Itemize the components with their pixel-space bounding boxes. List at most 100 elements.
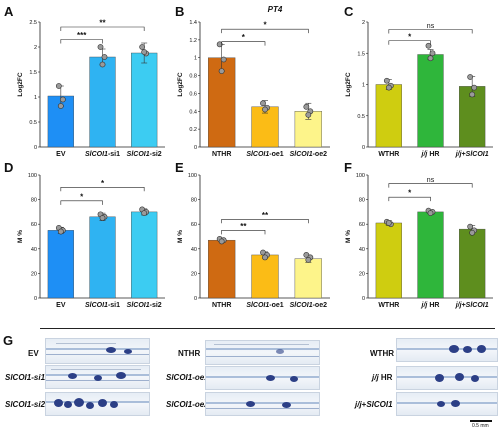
category-label-f-2: j/j+SlCOI1 (455, 302, 489, 309)
significance-bracket-a-0 (60, 39, 103, 44)
category-label-c-1: j/j HR (421, 151, 440, 158)
y-tick-label-e: 40 (191, 247, 197, 253)
y-tick-label-d: 40 (31, 247, 37, 253)
y-axis-label-a: Log2FC (17, 72, 24, 96)
category-label-c-0: WTHR (378, 151, 399, 158)
bar-d-2 (131, 211, 158, 299)
significance-label-c-1: ns (427, 23, 435, 30)
bar-f-0 (375, 222, 402, 299)
y-tick-label-a: 1.5 (29, 70, 37, 76)
y-tick-label-f: 60 (359, 222, 365, 228)
category-label-d-0: EV (56, 302, 66, 309)
data-point-b-0 (218, 68, 225, 75)
data-point-a-0 (57, 103, 64, 109)
data-point-a-1 (101, 54, 108, 60)
chart-title-b: PT4 (268, 5, 283, 14)
panel-letter-a: A (4, 4, 14, 19)
significance-bracket-a-1 (60, 26, 145, 31)
y-tick-label-e: 60 (191, 222, 197, 228)
bar-a-1 (89, 56, 116, 148)
category-label-e-1: SlCOI1-oe1 (246, 302, 283, 309)
y-tick-label-b: 1.4 (189, 20, 197, 26)
significance-label-d-1: * (101, 179, 105, 188)
significance-label-f-0: * (408, 189, 412, 198)
y-tick-label-f: 20 (359, 271, 365, 277)
data-point-c-1 (425, 42, 432, 49)
bar-d-0 (47, 230, 74, 299)
g-label-wthr: WTHR (370, 349, 394, 358)
bar-d-1 (89, 216, 116, 299)
y-tick-label-e: 100 (188, 173, 197, 179)
category-label-e-2: SlCOI1-oe2 (290, 302, 327, 309)
y-tick-label-d: 80 (31, 198, 37, 204)
root-image-jj-hr (396, 366, 498, 390)
category-label-a-0: EV (56, 151, 66, 158)
data-point-e-0 (218, 238, 225, 245)
category-label-b-2: SlCOI1-oe2 (290, 151, 327, 158)
y-tick-label-b: 0.6 (189, 91, 197, 97)
significance-label-e-0: ** (240, 222, 247, 231)
y-tick-label-b: 1 (194, 56, 197, 62)
category-label-b-0: NTHR (212, 151, 231, 158)
panel-letter-c: C (344, 4, 354, 19)
significance-label-e-1: ** (262, 211, 269, 220)
bar-c-1 (417, 54, 444, 148)
y-tick-label-f: 40 (359, 247, 365, 253)
data-point-a-2 (141, 49, 148, 55)
scale-bar-label: 0.5 mm (472, 423, 489, 429)
y-tick-label-f: 0 (362, 296, 365, 302)
data-point-c-0 (383, 77, 390, 84)
y-tick-label-d: 0 (34, 296, 37, 302)
significance-bracket-e-1 (221, 218, 309, 224)
y-tick-label-d: 20 (31, 271, 37, 277)
bar-a-2 (131, 52, 158, 148)
y-tick-label-b: 0.2 (189, 127, 197, 133)
category-label-b-1: SlCOI1-oe1 (246, 151, 283, 158)
data-point-d-0 (57, 228, 64, 235)
panel-letter-g: G (3, 333, 14, 348)
y-tick-label-c: 1.5 (357, 51, 365, 57)
g-label-jj-slcoi1: j/j+SlCOI1 (355, 400, 393, 409)
bar-b-1 (251, 106, 279, 148)
bar-e-1 (251, 254, 279, 299)
data-point-d-1 (99, 215, 106, 221)
y-tick-label-b: 0 (194, 145, 197, 151)
data-point-e-2 (305, 256, 312, 263)
y-tick-label-d: 100 (28, 173, 37, 179)
g-label-nthr: NTHR (178, 349, 201, 358)
g-label-slcoi1-si1: SlCOI1-si1 (5, 373, 46, 382)
significance-bracket-b-1 (221, 28, 309, 34)
root-image-slcoi1-oe2 (205, 392, 320, 416)
category-label-f-1: j/j HR (421, 302, 440, 309)
data-point-c-2 (467, 74, 474, 80)
panel-letter-e: E (175, 160, 184, 175)
data-point-a-2 (139, 44, 146, 50)
significance-label-b-1: * (263, 21, 267, 30)
y-tick-label-d: 60 (31, 222, 37, 228)
y-tick-label-b: 0.8 (189, 74, 197, 80)
data-point-a-0 (55, 83, 62, 89)
g-label-ev: EV (28, 349, 39, 358)
y-tick-label-b: 0.4 (189, 109, 197, 115)
significance-bracket-f-0 (388, 196, 431, 202)
significance-label-d-0: * (80, 192, 84, 201)
panel-g-divider (40, 328, 495, 329)
y-tick-label-e: 0 (194, 296, 197, 302)
significance-label-a-1: ** (99, 19, 106, 28)
y-tick-label-a: 2 (34, 45, 37, 51)
g-label-slcoi1-oe1: SlCOI1-oe1 (166, 373, 209, 382)
g-label-slcoi1-oe2: SlCOI1-oe2 (166, 400, 209, 409)
data-point-b-0 (220, 56, 227, 63)
y-tick-label-a: 0.5 (29, 120, 37, 126)
category-label-f-0: WTHR (378, 302, 399, 309)
significance-label-a-0: *** (77, 31, 87, 40)
y-tick-label-f: 100 (356, 173, 365, 179)
data-point-b-1 (262, 106, 268, 113)
significance-bracket-d-1 (60, 187, 145, 192)
bar-c-0 (375, 84, 402, 148)
data-point-a-1 (99, 61, 106, 68)
y-axis-label-c: Log2FC (345, 72, 352, 96)
panel-letter-d: D (4, 160, 13, 175)
g-label-slcoi1-si2: SlCOI1-si2 (5, 400, 46, 409)
